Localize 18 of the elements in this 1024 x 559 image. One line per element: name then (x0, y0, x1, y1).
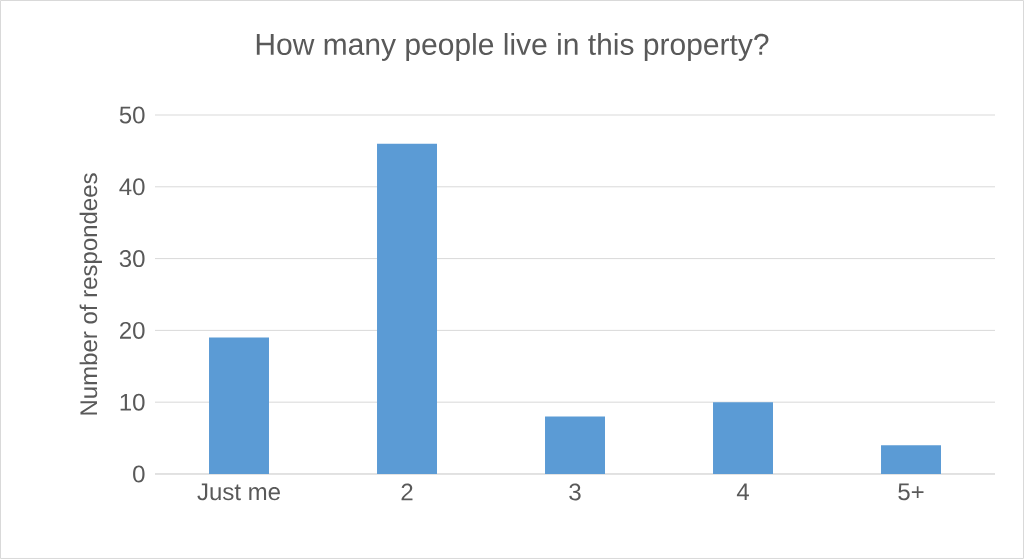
y-axis-title: Number of respondees (79, 173, 102, 415)
bar (881, 445, 941, 474)
y-tick-label: 30 (119, 250, 145, 268)
y-tick-label: 40 (119, 178, 145, 196)
y-tick-label: 10 (120, 393, 145, 411)
bar (209, 337, 269, 474)
x-tick-label: 4 (736, 483, 749, 501)
y-tick-label: 0 (133, 465, 145, 483)
x-tick-label: Just me (197, 483, 280, 501)
y-tick-label: 20 (120, 321, 145, 339)
x-tick-label: 5+ (898, 483, 924, 501)
x-tick-label: 2 (401, 483, 413, 501)
x-tick-label: 3 (569, 483, 581, 501)
bar (545, 416, 605, 474)
chart-title: How many people live in this property? (256, 33, 769, 61)
y-tick-label: 50 (119, 106, 145, 124)
bar (377, 143, 437, 474)
bar (713, 402, 773, 474)
